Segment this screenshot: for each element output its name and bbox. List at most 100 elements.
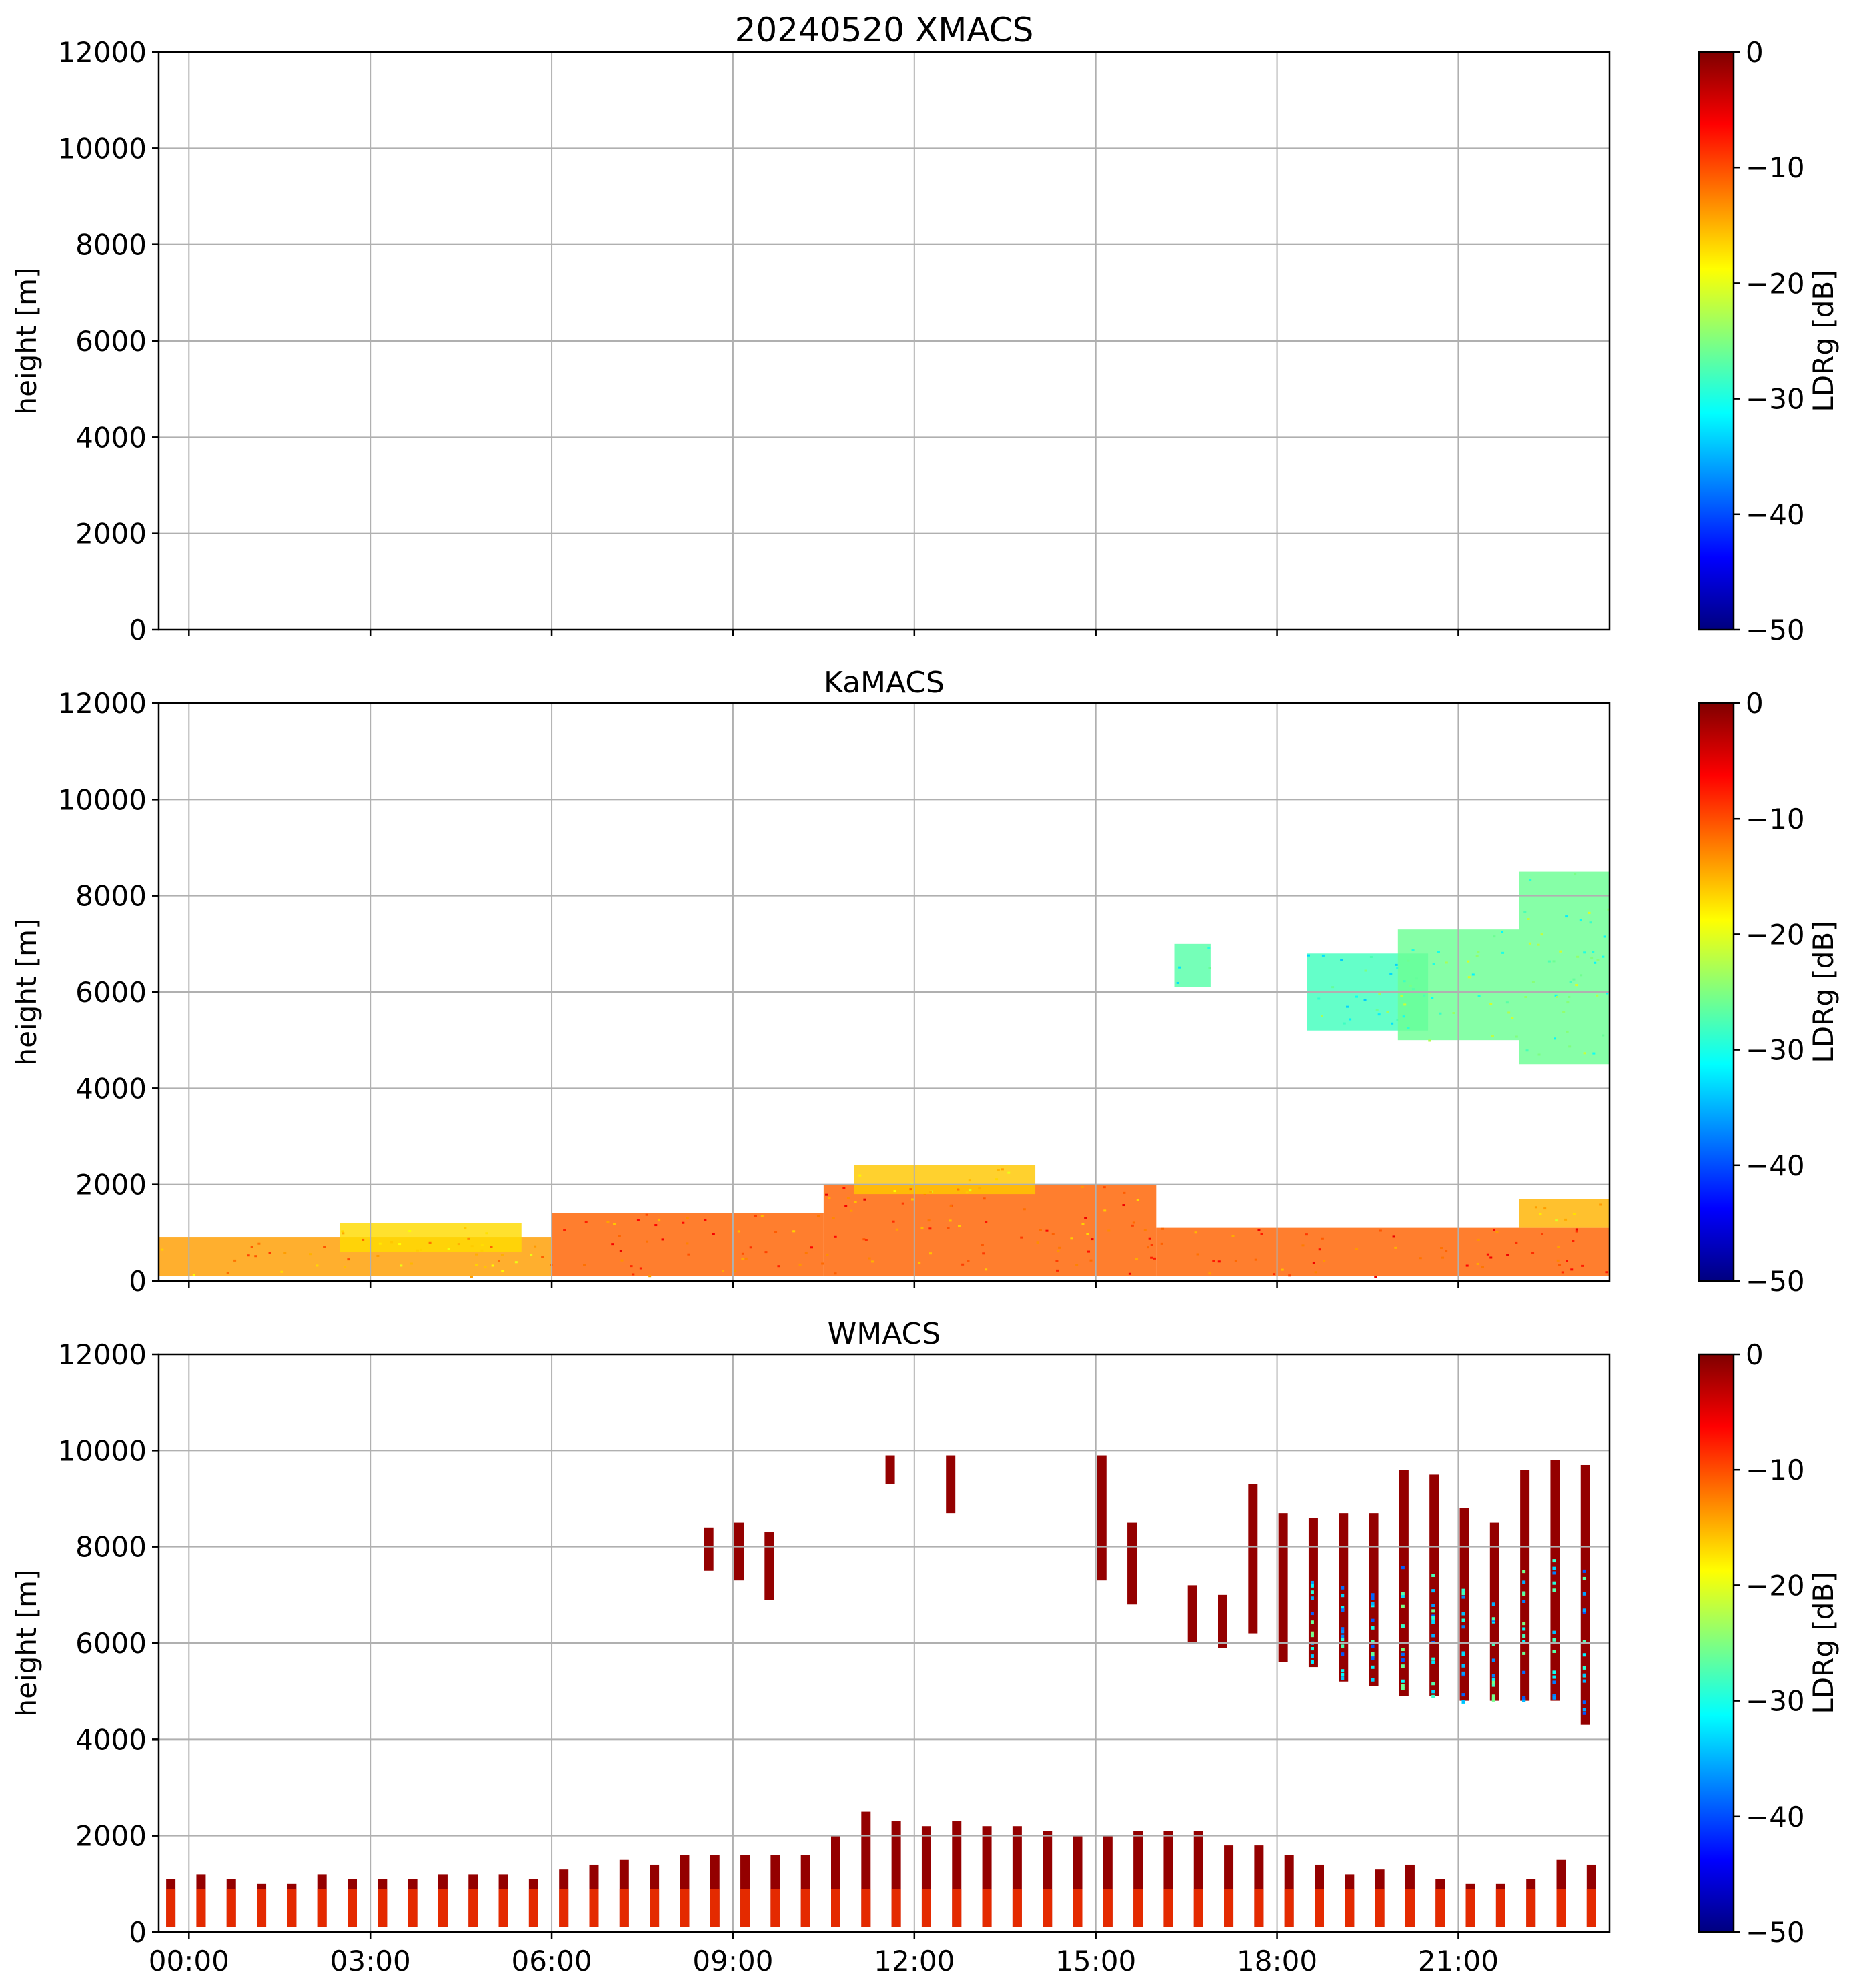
x-tick-label: 15:00 bbox=[1055, 1945, 1136, 1977]
upper-speckle bbox=[1431, 1682, 1435, 1686]
echo-speckle bbox=[1556, 1259, 1560, 1262]
low-column-base bbox=[800, 1889, 810, 1927]
colorbar-tick-label: −20 bbox=[1746, 1569, 1805, 1602]
panel-2: WMACS 0 2000 4000 6000 8000 10000 12000 00:00 03:… bbox=[10, 1317, 1840, 1977]
echo-speckle bbox=[1507, 1011, 1511, 1014]
upper-speckle bbox=[1341, 1644, 1345, 1648]
upper-speckle bbox=[1341, 1586, 1345, 1590]
echo-region bbox=[552, 1213, 824, 1276]
echo-speckle bbox=[1407, 959, 1410, 962]
echo-speckle bbox=[760, 1215, 764, 1217]
echo-speckle bbox=[192, 1273, 195, 1276]
echo-speckle bbox=[1392, 1235, 1395, 1238]
echo-speckle bbox=[1415, 977, 1419, 980]
echo-speckle bbox=[774, 1231, 778, 1233]
echo-speckle bbox=[1363, 999, 1367, 1001]
x-tick-label: 18:00 bbox=[1237, 1945, 1317, 1977]
upper-speckle bbox=[1552, 1588, 1556, 1592]
y-tick-label: 0 bbox=[129, 1265, 147, 1298]
low-column-base bbox=[468, 1889, 478, 1927]
echo-speckle bbox=[864, 1239, 868, 1241]
upper-speckle bbox=[1491, 1617, 1495, 1621]
low-column-base bbox=[589, 1889, 599, 1927]
echo-speckle bbox=[1575, 1228, 1578, 1231]
echo-speckle bbox=[764, 1251, 768, 1254]
colorbar-tick-label: −40 bbox=[1746, 1149, 1805, 1182]
echo-speckle bbox=[1178, 966, 1181, 969]
echo-speckle bbox=[1403, 980, 1406, 983]
echo-speckle bbox=[844, 1205, 848, 1207]
echo-speckle bbox=[687, 1253, 690, 1256]
upper-speckle bbox=[1522, 1634, 1526, 1638]
colorbar-label: LDRg [dB] bbox=[1807, 1572, 1840, 1714]
echo-speckle bbox=[1581, 1264, 1584, 1267]
echo-speckle bbox=[1323, 1260, 1326, 1262]
upper-speckle bbox=[1491, 1674, 1495, 1678]
echo-speckle bbox=[1537, 1053, 1541, 1056]
echo-speckle bbox=[1575, 984, 1578, 987]
upper-speckle bbox=[1371, 1593, 1375, 1597]
echo-speckle bbox=[283, 1252, 287, 1254]
echo-speckle bbox=[475, 1264, 478, 1266]
echo-speckle bbox=[1146, 1246, 1149, 1249]
echo-speckle bbox=[1428, 1039, 1431, 1042]
echo-speckle bbox=[619, 1250, 622, 1252]
colorbar-tick-label: −10 bbox=[1746, 1454, 1805, 1486]
echo-speckle bbox=[1136, 1199, 1139, 1201]
upper-speckle bbox=[1582, 1673, 1586, 1677]
upper-column bbox=[1429, 1474, 1439, 1696]
upper-speckle bbox=[1461, 1618, 1465, 1622]
x-tick-label: 09:00 bbox=[692, 1945, 773, 1977]
echo-speckle bbox=[927, 1219, 931, 1222]
echo-speckle bbox=[741, 1257, 744, 1260]
echo-speckle bbox=[534, 1245, 537, 1248]
low-column-base bbox=[921, 1889, 931, 1927]
echo-speckle bbox=[1572, 978, 1576, 981]
upper-speckle bbox=[1582, 1666, 1586, 1670]
echo-speckle bbox=[1122, 1204, 1125, 1207]
echo-speckle bbox=[1254, 1258, 1257, 1261]
upper-column bbox=[946, 1455, 956, 1514]
upper-speckle bbox=[1401, 1686, 1405, 1690]
echo-speckle bbox=[1355, 995, 1358, 998]
upper-speckle bbox=[1431, 1574, 1435, 1578]
low-column-base bbox=[1345, 1889, 1355, 1927]
echo-speckle bbox=[639, 1267, 642, 1270]
echo-speckle bbox=[1055, 1260, 1059, 1262]
echo-speckle bbox=[654, 1224, 658, 1227]
low-column-base bbox=[528, 1889, 538, 1927]
upper-speckle bbox=[1522, 1696, 1526, 1700]
echo-region bbox=[854, 1165, 1036, 1195]
echo-speckle bbox=[378, 1242, 382, 1245]
echo-speckle bbox=[1607, 908, 1610, 911]
echo-speckle bbox=[1057, 1250, 1060, 1253]
echo-speckle bbox=[1234, 1260, 1237, 1262]
echo-speckle bbox=[832, 1217, 835, 1219]
echo-speckle bbox=[1039, 1229, 1042, 1231]
echo-speckle bbox=[485, 1232, 488, 1235]
colorbar-tick-label: −50 bbox=[1746, 1916, 1805, 1949]
upper-speckle bbox=[1491, 1680, 1495, 1684]
echo-speckle bbox=[1543, 1207, 1547, 1210]
upper-speckle bbox=[1341, 1676, 1345, 1680]
echo-speckle bbox=[1320, 1015, 1323, 1017]
colorbar-tick-label: 0 bbox=[1746, 36, 1764, 69]
echo-speckle bbox=[280, 1270, 283, 1273]
echo-speckle bbox=[1580, 974, 1583, 977]
upper-speckle bbox=[1461, 1625, 1465, 1629]
y-tick-label: 8000 bbox=[75, 229, 147, 262]
echo-speckle bbox=[268, 1252, 271, 1254]
echo-speckle bbox=[1515, 1241, 1518, 1244]
echo-speckle bbox=[661, 1238, 664, 1241]
echo-speckle bbox=[1075, 1264, 1079, 1266]
echo-speckle bbox=[1023, 1208, 1026, 1211]
echo-speckle bbox=[947, 1227, 950, 1229]
upper-speckle bbox=[1371, 1596, 1375, 1600]
echo-speckle bbox=[863, 1198, 866, 1201]
colorbar-tick-label: 0 bbox=[1746, 687, 1764, 720]
echo-speckle bbox=[1321, 954, 1325, 957]
y-tick-label: 2000 bbox=[75, 1169, 147, 1201]
upper-speckle bbox=[1522, 1627, 1526, 1631]
upper-speckle bbox=[1341, 1669, 1345, 1673]
low-column-base bbox=[982, 1889, 992, 1927]
